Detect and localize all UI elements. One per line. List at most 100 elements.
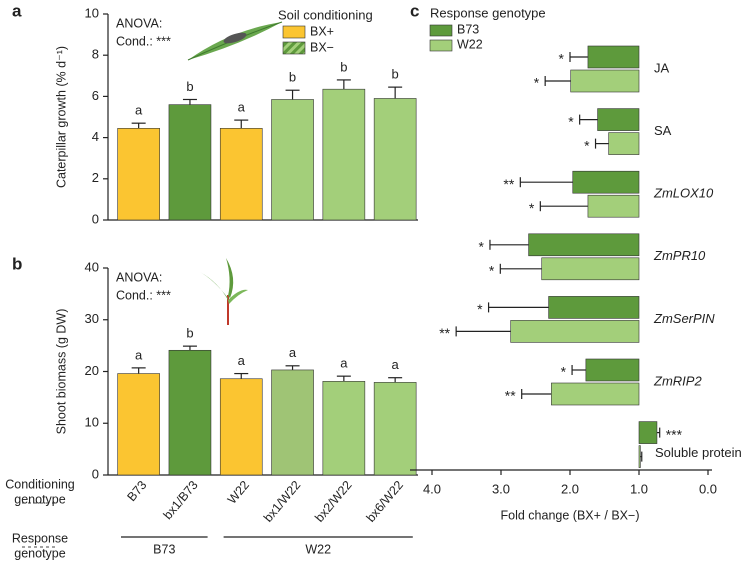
category-label: SA <box>654 123 672 138</box>
anova-annotation: ANOVA: <box>116 270 162 284</box>
significance: * <box>561 364 567 380</box>
anova-annotation: Cond.: *** <box>116 34 171 48</box>
bar <box>219 128 263 221</box>
x-tick-label: bx1/B73 <box>161 478 201 522</box>
bar <box>551 382 640 406</box>
y-tick-label: 0 <box>92 211 99 226</box>
y-tick-label: 0 <box>92 466 99 481</box>
legend-label: BX− <box>310 40 334 54</box>
significance-letter: a <box>392 357 400 372</box>
y-axis-title: Shoot biomass (g DW) <box>54 309 68 435</box>
row-label: genotype <box>14 492 65 506</box>
bar <box>597 108 640 131</box>
y-tick-label: 30 <box>85 311 99 326</box>
category-label: ZmPR10 <box>653 248 706 263</box>
significance: * <box>529 200 535 216</box>
legend-title: Soil conditioning <box>278 7 373 22</box>
bar <box>510 320 640 343</box>
anova-annotation: Cond.: *** <box>116 288 171 302</box>
legend-title: Response genotype <box>430 5 546 20</box>
category-label: Soluble protein <box>655 445 742 460</box>
bar <box>117 373 160 476</box>
y-tick-label: 4 <box>92 129 99 144</box>
bar <box>608 132 640 155</box>
significance-letter: b <box>340 59 347 74</box>
group-label: B73 <box>153 542 175 556</box>
legend-swatch <box>429 24 453 37</box>
x-tick-label: 2.0 <box>561 481 579 496</box>
x-tick-label: bx1/W22 <box>261 478 303 525</box>
significance: *** <box>666 426 683 442</box>
legend-swatch <box>429 39 453 52</box>
bar <box>638 421 658 444</box>
bar <box>638 445 641 468</box>
row-label: Conditioning <box>5 477 75 491</box>
significance: * <box>568 113 574 129</box>
significance: * <box>477 301 483 317</box>
legend-label: BX+ <box>310 24 334 38</box>
leaf-illustration <box>187 21 283 61</box>
x-tick-label: 4.0 <box>423 481 441 496</box>
bar <box>117 128 160 221</box>
bar <box>572 170 640 194</box>
x-tick-label: 1.0 <box>630 481 648 496</box>
y-tick-label: 20 <box>85 363 99 378</box>
significance-letter: a <box>135 347 143 362</box>
panel-label: c <box>410 1 419 20</box>
y-tick-label: 40 <box>85 259 99 274</box>
row-label: Response <box>12 531 68 545</box>
significance-letter: a <box>135 103 143 118</box>
bar <box>219 378 263 476</box>
bar <box>373 98 417 221</box>
x-tick-label: W22 <box>225 478 252 507</box>
bar <box>587 194 640 218</box>
category-label: ZmRIP2 <box>653 373 702 388</box>
legend-swatch <box>282 41 306 55</box>
bar <box>548 296 640 319</box>
legend-swatch <box>282 25 306 39</box>
x-tick-label: bx6/W22 <box>364 478 406 525</box>
category-label: JA <box>654 60 670 75</box>
significance-letter: b <box>186 326 193 341</box>
x-tick-label: 3.0 <box>492 481 510 496</box>
legend-label: B73 <box>457 22 479 36</box>
significance-letter: b <box>289 70 296 85</box>
y-tick-label: 2 <box>92 170 99 185</box>
x-tick-label: 0.0 <box>699 481 717 496</box>
significance-letter: a <box>238 100 246 115</box>
significance: ** <box>439 325 450 341</box>
group-label: W22 <box>305 542 331 556</box>
seedling-illustration <box>200 258 248 325</box>
significance-letter: a <box>289 345 297 360</box>
panel-label: b <box>12 254 22 273</box>
x-tick-label: B73 <box>124 478 149 504</box>
row-label: genotype <box>14 546 65 560</box>
bar <box>271 369 314 476</box>
y-tick-label: 8 <box>92 47 99 62</box>
bar <box>168 349 212 476</box>
bar <box>541 257 640 281</box>
significance: * <box>559 51 565 67</box>
x-axis-title: Fold change (BX+ / BX−) <box>501 508 640 522</box>
bar <box>271 99 314 221</box>
bar <box>322 88 366 221</box>
category-label: ZmLOX10 <box>653 186 714 201</box>
y-tick-label: 10 <box>85 415 99 430</box>
significance: * <box>584 137 590 153</box>
bar <box>528 233 640 257</box>
significance-letter: b <box>186 79 193 94</box>
significance: * <box>534 75 540 91</box>
y-tick-label: 6 <box>92 88 99 103</box>
significance: * <box>479 239 485 255</box>
bar <box>373 382 417 476</box>
y-axis-title: Caterpillar growth (% d⁻¹) <box>54 46 68 188</box>
category-label: ZmSerPIN <box>653 311 715 326</box>
x-tick-label: bx2/W22 <box>312 478 354 525</box>
bar <box>585 358 640 382</box>
significance-letter: a <box>238 353 246 368</box>
bar <box>587 45 640 69</box>
significance-letter: b <box>392 67 399 82</box>
significance: ** <box>503 176 514 192</box>
anova-annotation: ANOVA: <box>116 16 162 30</box>
